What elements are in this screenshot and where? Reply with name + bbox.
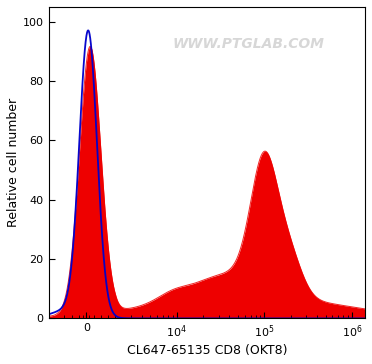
Text: WWW.PTGLAB.COM: WWW.PTGLAB.COM [172,37,324,51]
X-axis label: CL647-65135 CD8 (OKT8): CL647-65135 CD8 (OKT8) [126,344,287,357]
Y-axis label: Relative cell number: Relative cell number [7,98,20,227]
